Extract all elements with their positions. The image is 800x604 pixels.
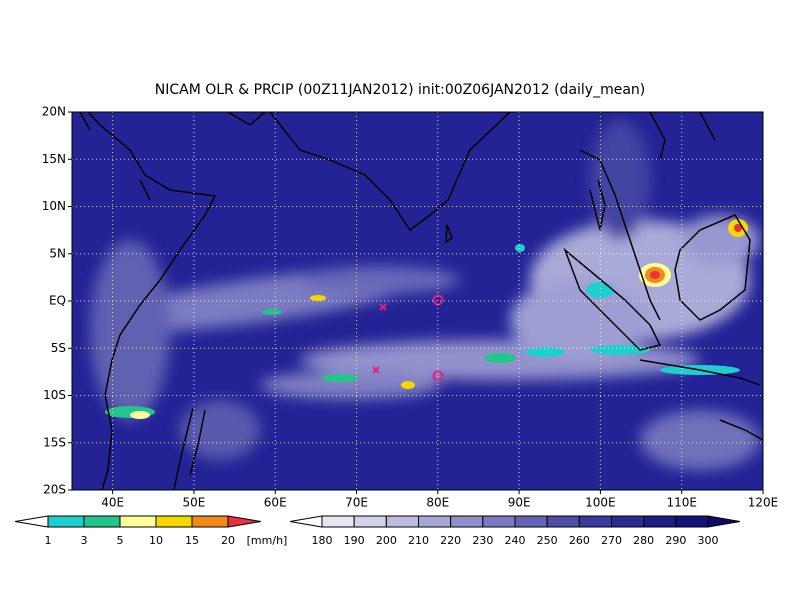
colorbar-box (675, 515, 709, 528)
colorbar-label: 270 (601, 534, 622, 547)
colorbar-box (385, 515, 420, 528)
x-tick-label: 90E (508, 496, 531, 510)
colorbar-label: 5 (117, 534, 124, 547)
colorbar-label: 240 (505, 534, 526, 547)
colorbar-box (191, 515, 229, 528)
colorbar-label: 300 (698, 534, 719, 547)
colorbar-box (119, 515, 157, 528)
colorbar-label: 3 (81, 534, 88, 547)
colorbar-box (353, 515, 387, 528)
colorbar-box (418, 515, 452, 528)
colorbar-label: 210 (408, 534, 429, 547)
colorbar-box (482, 515, 516, 528)
y-tick-label: 5N (49, 246, 66, 260)
colorbar-box (546, 515, 580, 528)
coastlines (79, 112, 763, 490)
x-tick-label: 70E (345, 496, 368, 510)
y-tick-label: 10S (43, 388, 66, 402)
x-tick-label: 120E (748, 496, 779, 510)
colorbar-label: 200 (376, 534, 397, 547)
colorbar-box (643, 515, 677, 528)
colorbar-box (450, 515, 484, 528)
colorbar-box (83, 515, 121, 528)
y-tick-label: 15S (43, 435, 66, 449)
colorbar-extend-high (227, 515, 262, 528)
colorbar-label: 1 (45, 534, 52, 547)
colorbar-label: 180 (312, 534, 333, 547)
colorbar-box (514, 515, 548, 528)
colorbar-label: 190 (344, 534, 365, 547)
colorbar-label: 260 (569, 534, 590, 547)
colorbar-box (155, 515, 193, 528)
y-tick-label: 10N (42, 199, 66, 213)
y-tick-label: 20N (42, 105, 66, 119)
x-tick-label: 50E (183, 496, 206, 510)
map-field (72, 112, 763, 490)
colorbar-label: 15 (185, 534, 199, 547)
y-tick-label: 5S (51, 341, 66, 355)
colorbar-label: 20 (221, 534, 235, 547)
map-title: NICAM OLR & PRCIP (00Z11JAN2012) init:00… (155, 82, 646, 98)
colorbar-label: 250 (537, 534, 558, 547)
x-tick-label: 100E (585, 496, 616, 510)
x-tick-label: 110E (666, 496, 697, 510)
colorbar-label: 220 (440, 534, 461, 547)
y-tick-label: 20S (43, 483, 66, 497)
colorbar-label: 290 (665, 534, 686, 547)
colorbar-label: 10 (149, 534, 163, 547)
x-tick-label: 80E (426, 496, 449, 510)
colorbar-box (321, 515, 355, 528)
y-tick-label: 15N (42, 152, 66, 166)
colorbar-label: 230 (472, 534, 493, 547)
colorbar-box (611, 515, 645, 528)
cloud-bands (90, 120, 760, 470)
colorbar-label: 280 (633, 534, 654, 547)
colorbar-extend-high (707, 515, 741, 528)
colorbar-box (47, 515, 85, 528)
x-tick-label: 60E (264, 496, 287, 510)
x-tick-label: 40E (101, 496, 124, 510)
colorbar-box (578, 515, 612, 528)
colorbar-extend-low (289, 515, 323, 528)
colorbar-units: [mm/h] (247, 534, 288, 547)
colorbar-extend-low (14, 515, 49, 528)
y-tick-label: EQ (49, 294, 66, 308)
